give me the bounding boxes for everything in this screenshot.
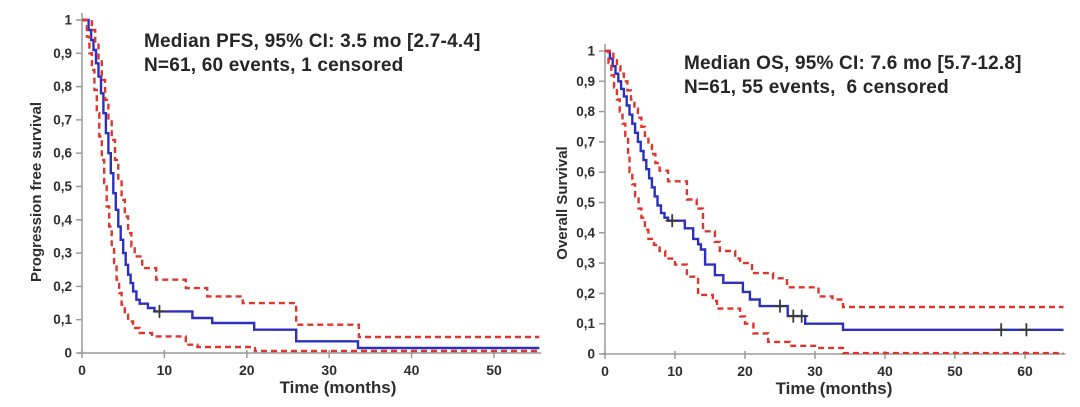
pfs-y-tick-label: 0,3: [53, 246, 72, 261]
os-censor-mark: [665, 214, 679, 228]
os-y-tick-label: 0,7: [576, 134, 595, 149]
pfs-x-tick-label: 30: [321, 362, 337, 378]
os-x-tick-label: 60: [1017, 363, 1033, 379]
pfs-y-tick-label: 0,7: [53, 112, 72, 127]
pfs-y-tick-label: 0,6: [53, 146, 72, 161]
os-ci-lower-curve: [605, 49, 1064, 355]
pfs-y-tick-label: 0,5: [53, 179, 72, 194]
os-y-tick-label: 0,3: [576, 256, 595, 271]
pfs-y-tick-label: 0,2: [53, 279, 72, 294]
pfs-censor-mark: [152, 304, 166, 318]
pfs-title-line2: N=61, 60 events, 1 censored: [144, 55, 404, 76]
os-y-tick-label: 1: [587, 44, 595, 59]
os-ci-upper-curve: [605, 49, 1064, 309]
pfs-y-tick-label: 1: [64, 13, 72, 28]
os-y-tick-label: 0,5: [576, 195, 595, 210]
os-x-tick-label: 20: [737, 363, 753, 379]
os-y-tick-label: 0,1: [576, 316, 595, 331]
pfs-y-tick-label: 0,9: [53, 46, 72, 61]
pfs-ci-lower-curve: [82, 18, 540, 353]
pfs-y-tick-label: 0,1: [53, 312, 72, 327]
os-title-line1: Median OS, 95% CI: 7.6 mo [5.7-12.8]: [684, 53, 1022, 74]
pfs-x-axis-title: Time (months): [279, 378, 397, 397]
os-censor-mark: [1019, 323, 1033, 337]
pfs-y-axis-title: Progression free survival: [28, 101, 45, 283]
os-x-tick-label: 30: [807, 363, 823, 379]
os-y-tick-label: 0,9: [576, 74, 595, 89]
pfs-y-tick-label: 0,8: [53, 79, 72, 94]
os-y-tick-label: 0,2: [576, 286, 595, 301]
pfs-y-tick-label: 0,4: [53, 212, 72, 227]
os-x-tick-label: 40: [877, 363, 893, 379]
pfs-x-tick-label: 20: [239, 362, 255, 378]
pfs-x-tick-label: 40: [404, 362, 420, 378]
pfs-ci-upper-curve: [82, 18, 540, 339]
os-y-tick-label: 0: [587, 347, 595, 362]
os-y-axis-title: Overall Survival: [554, 146, 571, 260]
os-censor-mark: [994, 323, 1008, 337]
os-censor-mark: [773, 299, 787, 313]
pfs-survival-curve: [82, 18, 540, 350]
os-x-tick-label: 0: [601, 363, 609, 379]
pfs-title-line1: Median PFS, 95% CI: 3.5 mo [2.7-4.4]: [144, 31, 481, 52]
pfs-x-tick-label: 0: [78, 362, 86, 378]
os-chart: 1 0,9 0,8 0,7 0,6 0,5 0,4 0,3 0,2 0,1 00 10 20 30 40 50…: [576, 44, 1066, 379]
os-y-tick-label: 0,4: [576, 225, 595, 240]
pfs-y-tick-label: 0: [64, 346, 72, 361]
pfs-x-tick-label: 10: [157, 362, 173, 378]
os-x-tick-label: 50: [947, 363, 963, 379]
os-x-axis-title: Time (months): [775, 379, 893, 398]
pfs-x-tick-label: 50: [486, 362, 502, 378]
os-y-tick-label: 0,8: [576, 104, 595, 119]
os-x-tick-label: 10: [667, 363, 683, 379]
os-censor-mark: [795, 309, 809, 323]
os-survival-curve: [605, 49, 1064, 331]
os-y-tick-label: 0,6: [576, 165, 595, 180]
pfs-chart: 1 0,9 0,8 0,7 0,6 0,5 0,4 0,3 0,2 0,1 00 10 20 30 40 50: [53, 13, 542, 378]
os-title-line2: N=61, 55 events, 6 censored: [684, 77, 949, 98]
